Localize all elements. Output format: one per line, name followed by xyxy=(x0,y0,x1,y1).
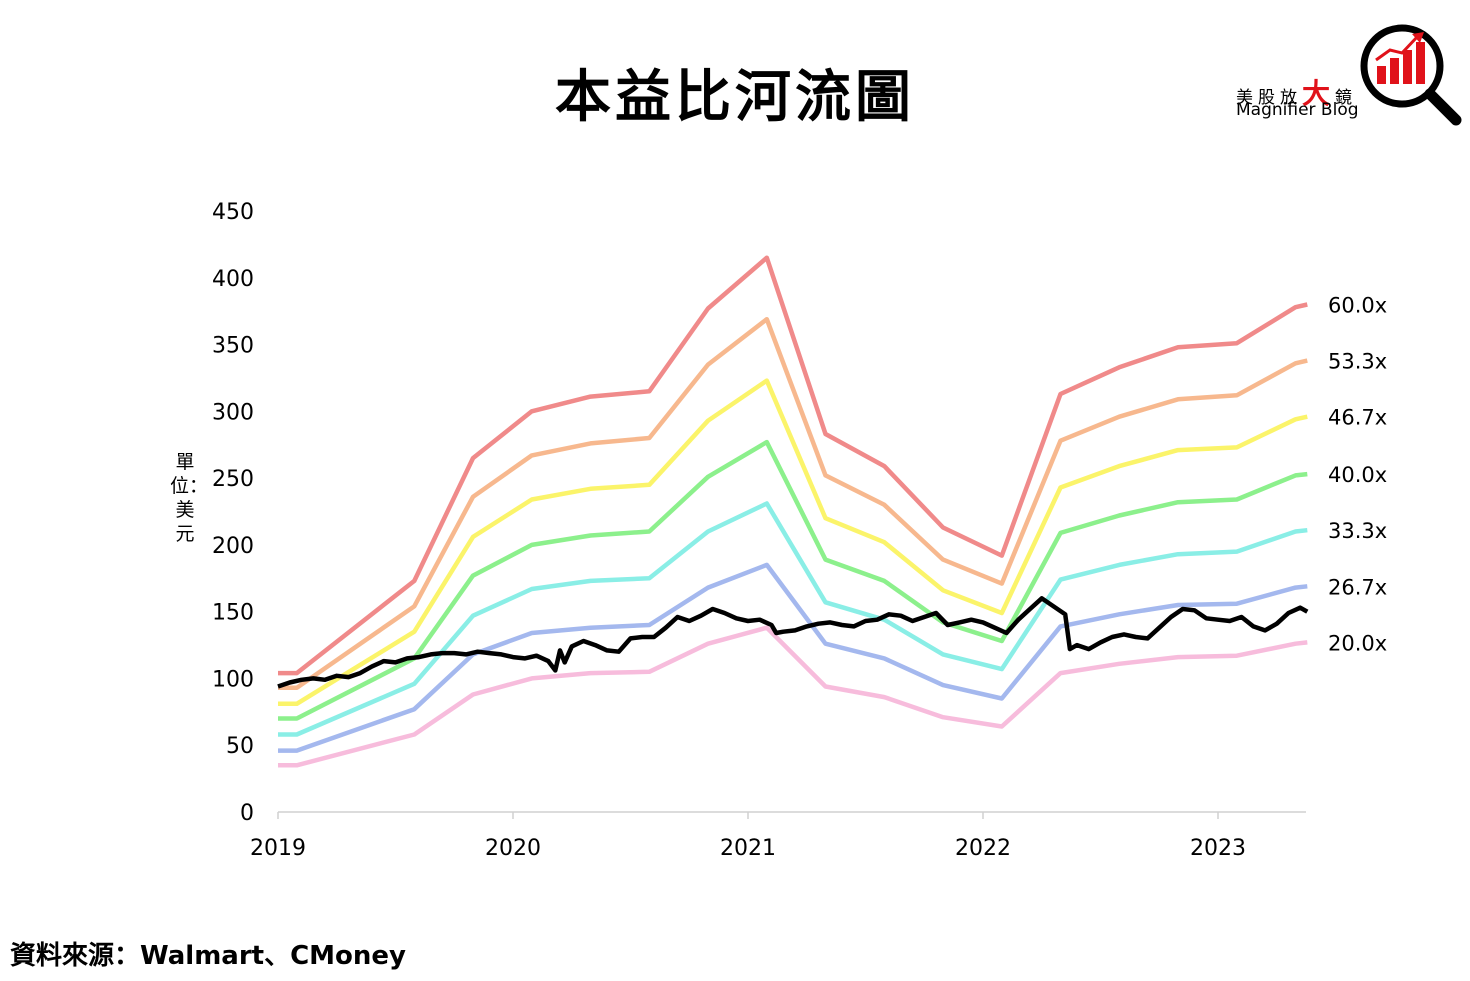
pe-band-line-20.0x xyxy=(278,625,1308,768)
magnifier-bar-chart-icon xyxy=(1360,24,1462,126)
y-tick-label: 250 xyxy=(212,467,254,492)
pe-band-line-40.0x xyxy=(278,439,1308,721)
x-tick-label: 2019 xyxy=(250,836,306,861)
y-tick-label: 400 xyxy=(212,267,254,292)
x-tick-labels: 2019 2020 2021 2022 2023 xyxy=(250,836,1246,861)
y-tick-label: 450 xyxy=(212,200,254,225)
series-label: 46.7x xyxy=(1328,406,1387,430)
brand-logo: 美股放大鏡 Magnifier Blog xyxy=(1230,20,1466,130)
series-label: 60.0x xyxy=(1328,293,1387,317)
x-tick-label: 2020 xyxy=(485,836,541,861)
y-tick-label: 200 xyxy=(212,534,254,559)
y-tick-label: 350 xyxy=(212,334,254,359)
series-label: 33.3x xyxy=(1328,519,1387,543)
y-tick-label: 0 xyxy=(240,801,254,826)
series-label: 20.0x xyxy=(1328,631,1387,655)
price-line-group xyxy=(277,596,1309,689)
logo-cn-prefix: 美股放 xyxy=(1236,88,1302,108)
series-label: 40.0x xyxy=(1328,463,1387,487)
logo-english-name: Magnifier Blog xyxy=(1236,100,1359,120)
stock-price-line xyxy=(277,596,1309,689)
pe-bands xyxy=(278,255,1308,768)
y-tick-label: 100 xyxy=(212,667,254,692)
y-tick-label: 300 xyxy=(212,400,254,425)
pe-band-line-46.7x xyxy=(278,378,1308,707)
y-tick-labels: 0 50 100 150 200 250 300 350 400 450 xyxy=(212,200,254,826)
series-labels: 60.0x 53.3x 46.7x 40.0x 33.3x 26.7x 20.0x xyxy=(1328,293,1387,655)
series-label: 26.7x xyxy=(1328,575,1387,599)
series-label: 53.3x xyxy=(1328,350,1387,374)
source-note: 資料來源：Walmart、CMoney xyxy=(10,941,407,971)
x-tick-label: 2021 xyxy=(720,836,776,861)
axes xyxy=(277,811,1306,819)
logo-cn-big: 大 xyxy=(1302,77,1336,110)
logo-cn-suffix: 鏡 xyxy=(1335,88,1358,108)
pe-band-line-53.3x xyxy=(278,316,1308,691)
y-axis-label: 單位：美元 xyxy=(170,451,209,545)
pe-band-line-60.0x xyxy=(278,255,1308,676)
pe-band-line-33.3x xyxy=(278,501,1308,737)
logo-chinese-name: 美股放大鏡 xyxy=(1236,72,1357,112)
y-tick-label: 150 xyxy=(212,601,254,626)
chart-title: 本益比河流圖 xyxy=(555,65,915,130)
x-tick-label: 2023 xyxy=(1190,836,1246,861)
x-tick-label: 2022 xyxy=(955,836,1011,861)
y-tick-label: 50 xyxy=(226,734,254,759)
